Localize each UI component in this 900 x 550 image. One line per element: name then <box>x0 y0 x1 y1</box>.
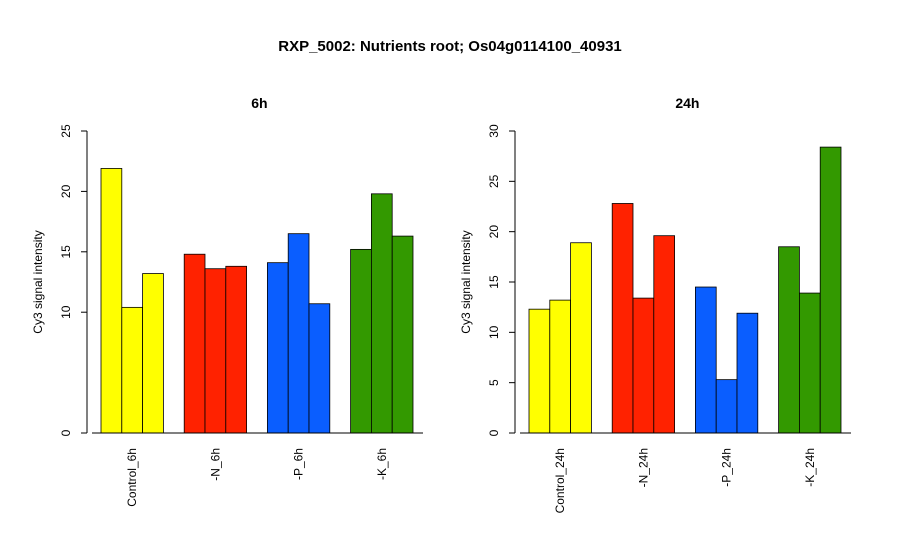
bar-0-0 <box>100 168 123 434</box>
y-tick-label: 25 <box>59 124 73 138</box>
category-label: Control_24h <box>553 448 567 513</box>
chart-panel-1: 24h Control_24h -N_24h -P_24h -K_24h 0 5 10 15 20… <box>459 95 851 513</box>
category-label: -N_6h <box>208 448 222 481</box>
bar-2-0 <box>695 286 717 434</box>
chart-panel-0: 6h Control_6h -N_6h -P_6h -K_6h 0 10 15 20 25 Cy3 … <box>31 95 423 507</box>
bar-2-0 <box>266 262 289 434</box>
bar-0-2 <box>570 242 592 434</box>
bar-1-1 <box>204 268 227 434</box>
bar-0-2 <box>142 273 164 434</box>
bar-3-0 <box>350 248 372 434</box>
bar-0-1 <box>549 299 571 434</box>
bar-0-0 <box>528 308 551 434</box>
y-tick-label: 30 <box>487 124 501 138</box>
bar-1-2 <box>225 265 248 434</box>
bar-3-1 <box>799 292 821 434</box>
bar-1-2 <box>653 235 675 434</box>
bar-2-2 <box>308 303 331 434</box>
y-axis-label: Cy3 signal intensity <box>459 230 473 333</box>
bar-1-0 <box>611 203 634 434</box>
bar-3-1 <box>370 193 393 434</box>
bar-0-1 <box>121 306 144 434</box>
y-tick-label: 20 <box>487 225 501 239</box>
y-tick-label: 15 <box>487 275 501 289</box>
category-label: -K_24h <box>803 448 817 487</box>
category-label: -K_6h <box>375 448 389 480</box>
y-tick-label: 10 <box>487 325 501 339</box>
bar-2-1 <box>287 233 310 434</box>
bar-3-2 <box>391 235 414 434</box>
panel-title: 24h <box>675 95 699 111</box>
y-tick-label: 0 <box>59 429 73 436</box>
y-axis-label: Cy3 signal intensity <box>31 230 45 333</box>
bar-1-0 <box>183 253 206 434</box>
y-tick-label: 25 <box>487 174 501 188</box>
bar-3-0 <box>778 246 800 434</box>
y-tick-label: 20 <box>59 184 73 198</box>
y-tick-label: 0 <box>487 429 501 436</box>
category-label: Control_6h <box>125 448 139 507</box>
y-tick-label: 5 <box>487 379 501 386</box>
y-tick-label: 10 <box>59 305 73 319</box>
y-tick-label: 15 <box>59 245 73 259</box>
panel-title: 6h <box>251 95 267 111</box>
bar-3-2 <box>819 146 842 434</box>
bar-2-1 <box>715 379 738 434</box>
category-label: -N_24h <box>636 448 650 487</box>
chart-main-title: RXP_5002: Nutrients root; Os04g0114100_4… <box>278 38 622 55</box>
category-label: -P_6h <box>292 448 306 480</box>
bar-1-1 <box>632 297 655 434</box>
bar-2-2 <box>736 312 759 434</box>
category-label: -P_24h <box>720 448 734 487</box>
